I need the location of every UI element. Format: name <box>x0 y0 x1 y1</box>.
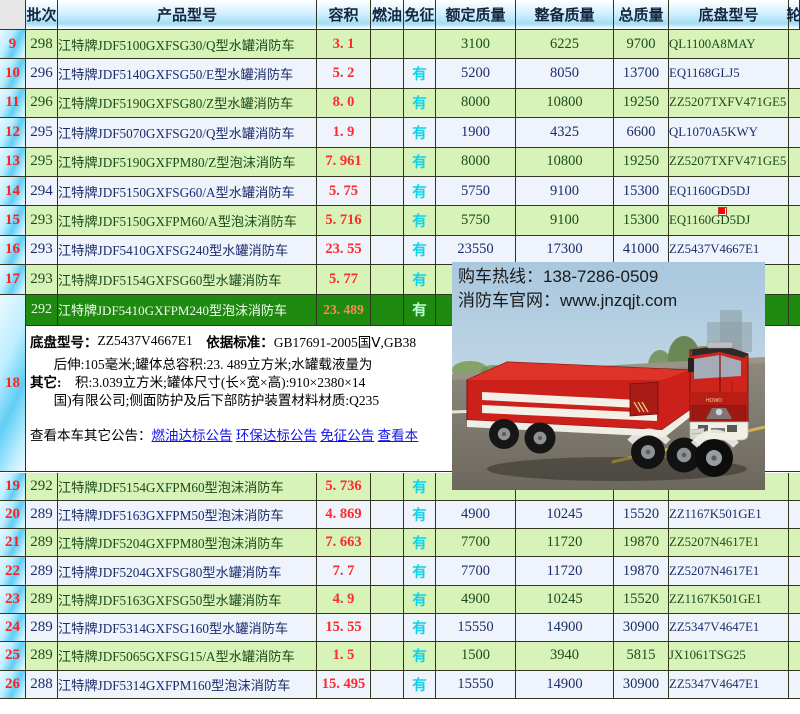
svg-text:HOWO: HOWO <box>706 398 722 404</box>
svg-text:消防车官网：www.jnzqjt.com: 消防车官网：www.jnzqjt.com <box>458 291 677 310</box>
svg-text:购车热线：138-7286-0509: 购车热线：138-7286-0509 <box>458 267 658 286</box>
